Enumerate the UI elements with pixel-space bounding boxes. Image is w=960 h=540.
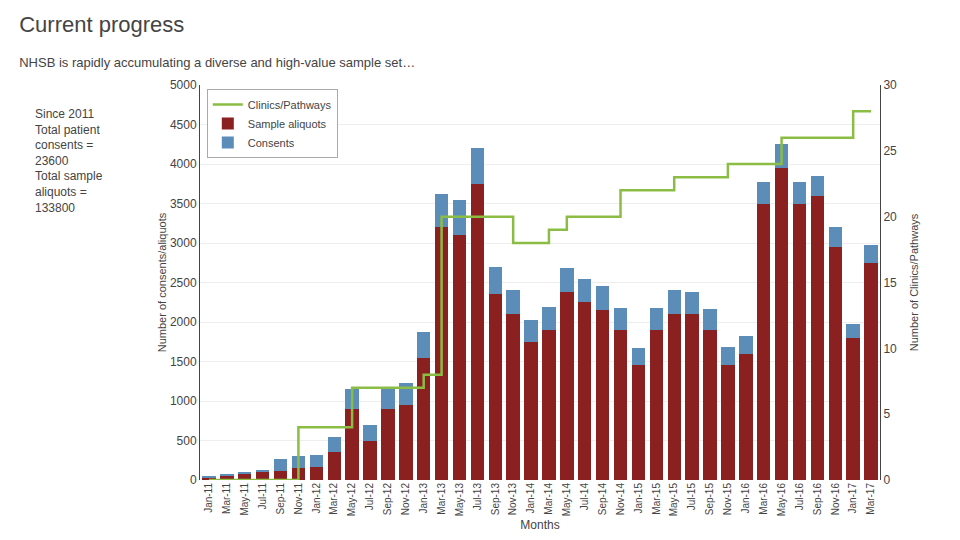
svg-text:20: 20 [883,210,897,224]
svg-text:May-16: May-16 [776,483,787,517]
svg-text:4000: 4000 [170,157,197,171]
svg-text:Jan-17: Jan-17 [847,483,858,514]
svg-text:Consents: Consents [248,137,295,149]
svg-text:5: 5 [883,407,890,421]
svg-text:Number of consents/aliquots: Number of consents/aliquots [156,212,168,352]
svg-text:Mar-15: Mar-15 [651,483,662,515]
svg-text:Clinics/Pathways: Clinics/Pathways [248,99,332,111]
svg-text:May-12: May-12 [346,483,357,517]
svg-text:Current progress: Current progress [19,12,184,37]
svg-text:Since 2011Total patientconsent: Since 2011Total patientconsents =23600To… [35,107,103,215]
svg-text:Jan-15: Jan-15 [633,483,644,514]
svg-text:Nov-11: Nov-11 [293,483,304,515]
svg-text:May-13: May-13 [454,483,465,517]
svg-text:Months: Months [520,518,559,532]
svg-text:Mar-14: Mar-14 [543,483,554,515]
svg-text:25: 25 [883,144,897,158]
svg-text:0: 0 [883,473,890,487]
svg-text:Sep-11: Sep-11 [275,483,286,515]
svg-text:Sep-15: Sep-15 [704,483,715,516]
svg-text:Nov-12: Nov-12 [400,483,411,516]
svg-text:Jul-13: Jul-13 [472,483,483,511]
svg-text:Mar-17: Mar-17 [865,483,876,515]
svg-text:Sep-14: Sep-14 [597,483,608,516]
svg-text:5000: 5000 [170,78,197,92]
svg-text:Number of Clinics/Pathways: Number of Clinics/Pathways [908,213,920,351]
svg-text:Jul-12: Jul-12 [364,483,375,511]
svg-text:Jan-12: Jan-12 [311,483,322,514]
svg-text:3500: 3500 [170,197,197,211]
svg-text:30: 30 [883,78,897,92]
svg-text:Nov-14: Nov-14 [615,483,626,516]
svg-text:Jul-15: Jul-15 [686,483,697,511]
svg-text:Nov-13: Nov-13 [507,483,518,516]
svg-text:Jan-11: Jan-11 [203,483,214,513]
svg-text:1500: 1500 [170,355,197,369]
svg-text:0: 0 [190,473,197,487]
svg-text:Jan-13: Jan-13 [418,483,429,514]
svg-text:Sep-13: Sep-13 [490,483,501,516]
svg-text:15: 15 [883,276,897,290]
svg-text:Sep-12: Sep-12 [382,483,393,516]
svg-text:Jul-14: Jul-14 [579,483,590,511]
svg-text:Jan-16: Jan-16 [740,483,751,514]
svg-text:Sep-16: Sep-16 [812,483,823,516]
svg-text:Sample aliquots: Sample aliquots [248,118,327,130]
svg-text:Nov-15: Nov-15 [722,483,733,516]
svg-text:10: 10 [883,342,897,356]
svg-text:May-14: May-14 [561,483,572,517]
svg-text:3000: 3000 [170,236,197,250]
svg-text:NHSB is rapidly accumulating a: NHSB is rapidly accumulating a diverse a… [19,55,415,70]
svg-text:Mar-12: Mar-12 [328,483,339,515]
svg-text:May-11: May-11 [239,483,250,516]
svg-text:May-15: May-15 [668,483,679,517]
svg-text:Nov-16: Nov-16 [830,483,841,516]
svg-text:Jan-14: Jan-14 [525,483,536,514]
svg-text:Mar-13: Mar-13 [436,483,447,515]
svg-text:1000: 1000 [170,394,197,408]
svg-text:Jul-16: Jul-16 [794,483,805,511]
svg-text:500: 500 [177,434,197,448]
svg-text:Mar-16: Mar-16 [758,483,769,515]
svg-text:2500: 2500 [170,276,197,290]
svg-text:2000: 2000 [170,315,197,329]
svg-text:Jul-11: Jul-11 [257,483,268,510]
svg-text:Mar-11: Mar-11 [221,483,232,514]
svg-text:4500: 4500 [170,118,197,132]
